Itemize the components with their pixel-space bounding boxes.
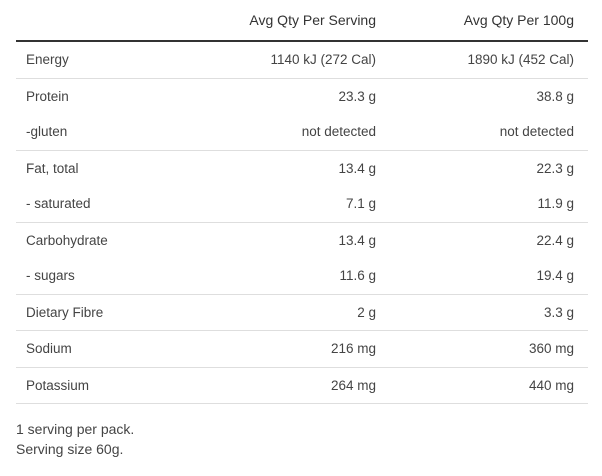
servings-per-pack: 1 serving per pack. bbox=[16, 421, 135, 437]
table-row-saturated: - saturated 7.1 g 11.9 g bbox=[16, 186, 588, 223]
table-row-energy: Energy 1140 kJ (272 Cal) 1890 kJ (452 Ca… bbox=[16, 41, 588, 79]
nutrient-name: Energy bbox=[16, 41, 214, 79]
nutrient-name: Fat, total bbox=[26, 160, 79, 176]
table-row-fat-total: Fat, total 13.4 g 22.3 g bbox=[16, 150, 588, 186]
table-row-sodium: Sodium 216 mg 360 mg bbox=[16, 330, 588, 368]
table-row-gluten: -gluten not detected not detected bbox=[16, 114, 588, 151]
nutrient-name: Protein bbox=[26, 88, 69, 104]
table-row-sugars: - sugars 11.6 g 19.4 g bbox=[16, 258, 588, 295]
per-100g-value: 3.3 g bbox=[390, 294, 588, 331]
per-100g-value: 440 mg bbox=[390, 367, 588, 404]
header-row: Avg Qty Per Serving Avg Qty Per 100g bbox=[16, 0, 588, 42]
nutrient-name: - saturated bbox=[16, 186, 214, 223]
per-serving-value: 2 g bbox=[214, 294, 390, 331]
per-serving-value: 13.4 g bbox=[338, 232, 376, 248]
per-100g-value: 11.9 g bbox=[390, 186, 588, 223]
per-100g-value: 1890 kJ (452 Cal) bbox=[390, 41, 588, 79]
per-serving-value: 11.6 g bbox=[214, 258, 390, 295]
table-row-potassium: Potassium 264 mg 440 mg bbox=[16, 367, 588, 404]
nutrient-name: Sodium bbox=[16, 330, 214, 368]
nutrient-name: - sugars bbox=[16, 258, 214, 295]
table-body: Energy 1140 kJ (272 Cal) 1890 kJ (452 Ca… bbox=[16, 41, 588, 404]
per-serving-value: 7.1 g bbox=[214, 186, 390, 223]
table-row-carbohydrate: Carbohydrate 13.4 g 22.4 g bbox=[16, 222, 588, 258]
per-100g-value: 22.4 g bbox=[536, 232, 574, 248]
nutrition-table: Avg Qty Per Serving Avg Qty Per 100g Ene… bbox=[16, 0, 588, 404]
per-serving-value: not detected bbox=[214, 114, 390, 151]
per-100g-value: 22.3 g bbox=[536, 160, 574, 176]
nutrient-name: -gluten bbox=[16, 114, 214, 151]
serving-notes: 1 serving per pack. Serving size 60g. bbox=[16, 419, 134, 459]
per-serving-value: 264 mg bbox=[214, 367, 390, 404]
serving-size: Serving size 60g. bbox=[16, 441, 124, 457]
per-100g-value: not detected bbox=[390, 114, 588, 151]
per-100g-value: 38.8 g bbox=[536, 88, 574, 104]
nutrient-name: Dietary Fibre bbox=[16, 294, 214, 331]
header-per-100g: Avg Qty Per 100g bbox=[390, 0, 588, 42]
per-100g-value: 19.4 g bbox=[390, 258, 588, 295]
nutrition-panel: Avg Qty Per Serving Avg Qty Per 100g Ene… bbox=[16, 0, 588, 404]
nutrient-name: Carbohydrate bbox=[26, 232, 108, 248]
header-nutrient bbox=[16, 0, 214, 42]
per-serving-value: 1140 kJ (272 Cal) bbox=[214, 41, 390, 79]
table-row-dietary-fibre: Dietary Fibre 2 g 3.3 g bbox=[16, 294, 588, 331]
header-per-serving: Avg Qty Per Serving bbox=[214, 0, 390, 42]
per-serving-value: 23.3 g bbox=[338, 88, 376, 104]
per-serving-value: 13.4 g bbox=[338, 160, 376, 176]
per-100g-value: 360 mg bbox=[390, 330, 588, 368]
nutrient-name: Potassium bbox=[16, 367, 214, 404]
per-serving-value: 216 mg bbox=[214, 330, 390, 368]
table-header: Avg Qty Per Serving Avg Qty Per 100g bbox=[16, 0, 588, 42]
table-row-protein: Protein 23.3 g 38.8 g bbox=[16, 78, 588, 114]
